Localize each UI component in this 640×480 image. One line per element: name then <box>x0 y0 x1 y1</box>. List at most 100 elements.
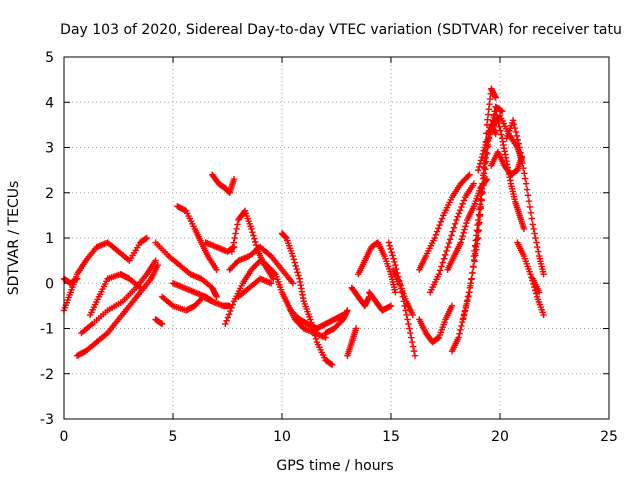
data-point <box>532 234 539 242</box>
data-point <box>328 361 336 368</box>
data-point <box>477 157 485 164</box>
series-track-h <box>158 293 233 314</box>
data-point <box>224 314 232 321</box>
data-point <box>391 258 398 266</box>
data-point <box>291 259 298 266</box>
data-point <box>466 171 473 178</box>
data-point <box>249 228 256 236</box>
series-track-p <box>235 275 275 301</box>
data-point <box>510 121 518 128</box>
data-point <box>222 320 229 328</box>
data-point <box>233 225 240 233</box>
y-axis-label: SDTVAR / TECUs <box>6 181 22 296</box>
series-track-v <box>348 284 373 310</box>
series-track-aj <box>485 108 528 233</box>
data-point <box>451 220 459 227</box>
series-track-f <box>152 316 166 328</box>
data-point <box>143 234 151 242</box>
data-point <box>515 140 522 147</box>
data-point <box>252 238 259 246</box>
data-point <box>250 232 257 239</box>
data-point <box>476 212 483 220</box>
data-point <box>251 235 258 242</box>
data-point <box>496 123 503 131</box>
data-point <box>435 271 443 278</box>
data-point <box>461 226 468 233</box>
data-point <box>458 203 465 211</box>
data-point <box>293 265 300 273</box>
data-point <box>521 170 528 177</box>
data-point <box>435 225 442 232</box>
data-point <box>535 248 542 255</box>
data-point <box>438 215 446 222</box>
data-point <box>409 311 416 319</box>
data-point <box>229 243 236 251</box>
data-point <box>289 252 297 260</box>
data-point <box>494 115 501 123</box>
data-point <box>454 213 461 220</box>
series-track-s <box>287 307 347 332</box>
series-track-ab <box>416 171 473 273</box>
series-track-w <box>355 239 399 296</box>
data-point <box>406 325 413 332</box>
series-track-e <box>86 271 144 319</box>
data-point <box>492 130 499 138</box>
series-track-x <box>366 289 395 314</box>
y-tick-label: 3 <box>45 141 54 157</box>
data-point <box>536 289 543 296</box>
data-point <box>533 239 540 246</box>
data-point <box>386 242 393 249</box>
data-point <box>433 228 441 235</box>
series-track-ac <box>427 180 478 296</box>
data-point <box>470 180 478 187</box>
data-point <box>472 243 480 251</box>
data-point <box>464 296 471 304</box>
y-tick-label: -3 <box>40 412 54 428</box>
series-track-n <box>228 207 277 282</box>
data-point <box>480 181 487 189</box>
data-point <box>456 330 463 337</box>
data-point <box>468 276 475 283</box>
data-point <box>492 108 499 115</box>
data-point <box>522 175 529 182</box>
data-point <box>460 229 467 237</box>
data-point <box>530 225 537 233</box>
data-point <box>523 186 531 193</box>
data-point <box>290 256 298 263</box>
data-point <box>487 124 495 131</box>
data-point <box>411 352 419 359</box>
data-point <box>292 262 299 269</box>
data-point <box>448 302 456 310</box>
x-tick-label: 10 <box>273 429 291 445</box>
data-point <box>516 144 523 151</box>
data-point <box>209 298 216 305</box>
data-point <box>444 243 451 251</box>
data-point <box>459 232 466 240</box>
data-point <box>525 197 533 205</box>
x-axis-label: GPS time / hours <box>276 458 393 474</box>
data-point <box>213 266 220 273</box>
data-point <box>513 132 521 140</box>
data-point <box>440 255 448 262</box>
data-point <box>475 163 483 171</box>
data-layer <box>60 85 547 368</box>
data-point <box>462 304 469 312</box>
data-point <box>392 261 399 269</box>
data-point <box>294 269 301 276</box>
data-point <box>223 317 230 324</box>
data-point <box>469 269 476 277</box>
data-point <box>474 228 482 235</box>
data-point <box>230 239 237 246</box>
y-tick-label: 4 <box>45 95 54 111</box>
data-point <box>511 124 519 132</box>
series-track-u <box>344 325 360 359</box>
data-point <box>457 326 464 333</box>
data-point <box>520 225 528 233</box>
data-point <box>248 225 255 233</box>
x-tick-label: 20 <box>491 429 509 445</box>
data-point <box>439 259 446 266</box>
data-point <box>344 307 351 314</box>
data-point <box>152 257 159 264</box>
data-point <box>267 280 275 287</box>
data-point <box>514 136 521 143</box>
